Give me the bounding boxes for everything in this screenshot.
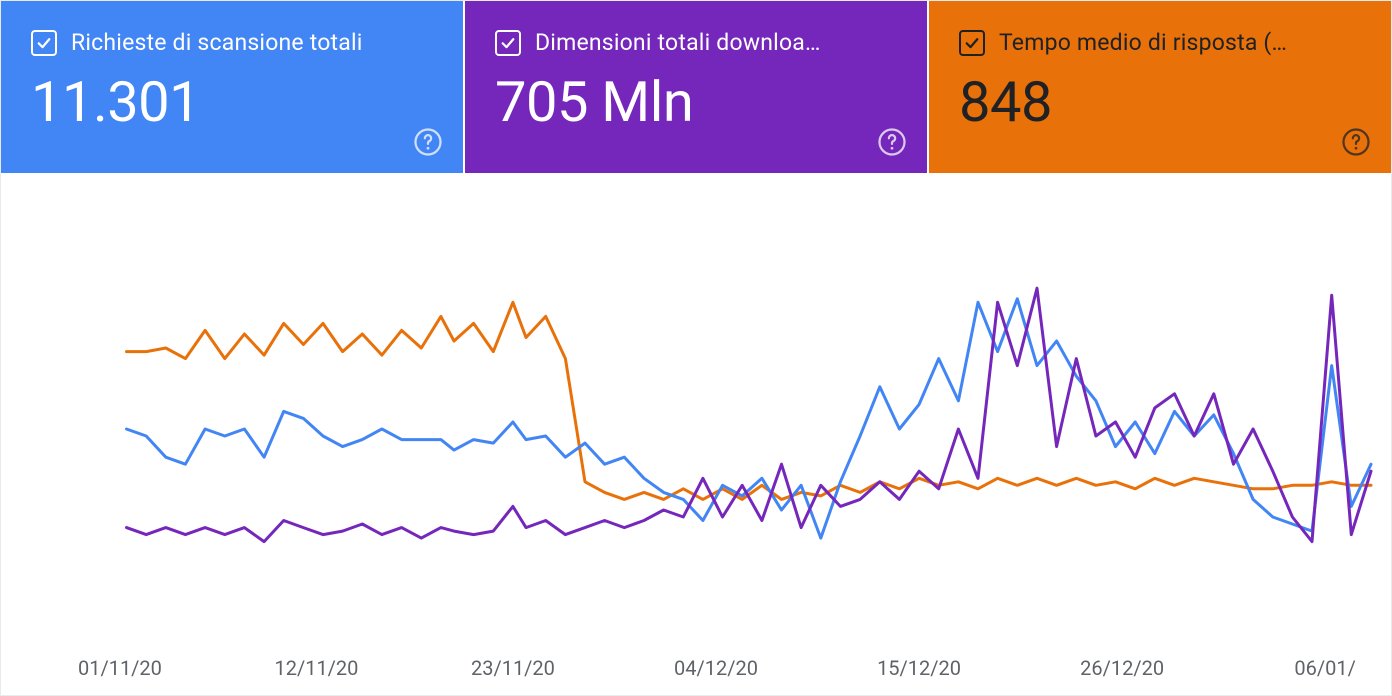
checkbox-icon[interactable] (495, 30, 521, 56)
metric-card-crawl-requests[interactable]: Richieste di scansione totali 11.301 (1, 1, 463, 173)
dashboard-container: Richieste di scansione totali 11.301 Dimen… (0, 0, 1392, 696)
card-header: Dimensioni totali downloa… (495, 29, 899, 56)
x-axis-label: 23/11/20 (471, 656, 555, 680)
card-value: 705 Mln (495, 74, 899, 130)
response-time-series (127, 302, 1372, 499)
card-header: Richieste di scansione totali (31, 29, 435, 56)
x-axis-label: 12/11/20 (274, 656, 358, 680)
card-label: Dimensioni totali downloa… (535, 29, 899, 56)
x-axis-label: 06/01/ (1294, 656, 1355, 680)
download-size-series (127, 288, 1372, 541)
x-axis-label: 01/11/20 (78, 656, 162, 680)
line-chart: 01/11/20 12/11/20 23/11/20 04/12/20 15/12/20… (1, 193, 1391, 695)
x-axis-label: 15/12/20 (877, 656, 961, 680)
metric-cards-row: Richieste di scansione totali 11.301 Dimen… (1, 1, 1391, 173)
help-icon[interactable] (877, 127, 907, 157)
metric-card-download-size[interactable]: Dimensioni totali downloa… 705 Mln (465, 1, 927, 173)
card-value: 11.301 (31, 74, 435, 130)
help-icon[interactable] (1341, 127, 1371, 157)
card-label: Richieste di scansione totali (71, 29, 435, 56)
metric-card-response-time[interactable]: Tempo medio di risposta (… 848 (929, 1, 1391, 173)
card-label: Tempo medio di risposta (… (999, 29, 1363, 56)
checkbox-icon[interactable] (959, 30, 985, 56)
card-header: Tempo medio di risposta (… (959, 29, 1363, 56)
checkbox-icon[interactable] (31, 30, 57, 56)
card-value: 848 (959, 74, 1363, 130)
help-icon[interactable] (413, 127, 443, 157)
chart-area: 01/11/20 12/11/20 23/11/20 04/12/20 15/12/20… (1, 173, 1391, 695)
x-axis-label: 26/12/20 (1080, 656, 1164, 680)
x-axis-label: 04/12/20 (674, 656, 758, 680)
